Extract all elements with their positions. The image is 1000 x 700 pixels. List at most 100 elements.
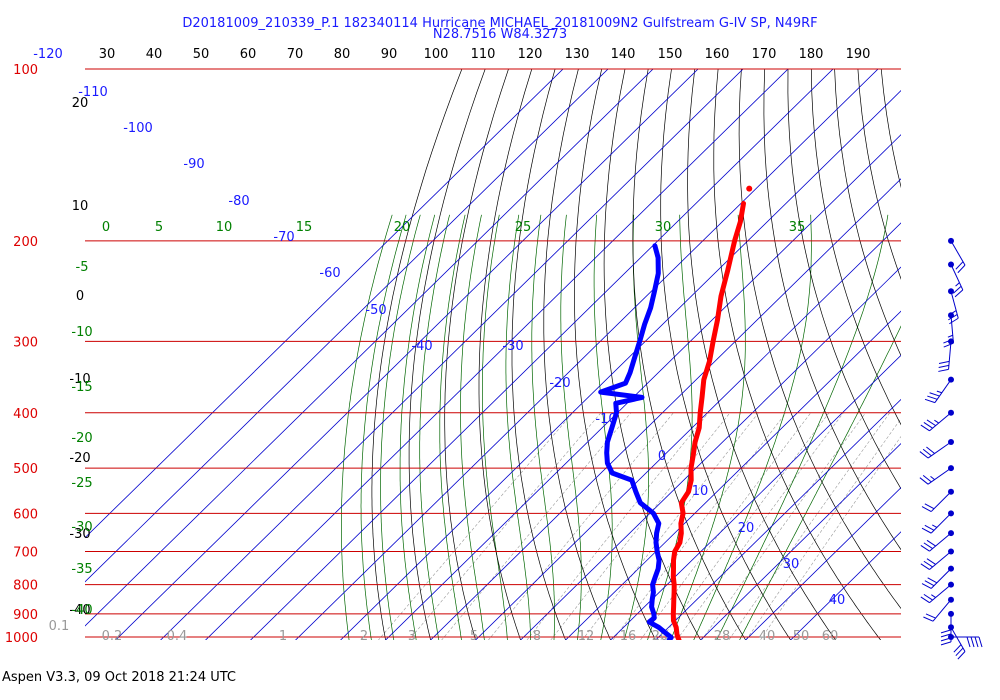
wind-barb-flag: [948, 313, 958, 321]
wind-barb-flag: [923, 560, 933, 568]
wind-barb-staff: [927, 441, 952, 459]
isotherm-line: [475, 222, 901, 640]
wind-barb-flag: [924, 503, 935, 510]
isotherm-line: [160, 69, 744, 640]
isotherm-label: -110: [78, 85, 108, 100]
dry-adiabat-line: [574, 69, 656, 640]
dry-adiabat-line: [478, 69, 533, 640]
wind-barb: [943, 312, 954, 348]
isotherm-label: -30: [502, 339, 523, 354]
mixing-ratio-label: 0.4: [167, 629, 188, 644]
moist-adiabat-line: [419, 214, 450, 640]
wind-barb-staff: [929, 532, 952, 552]
wind-barb-flag: [938, 368, 949, 372]
top-temp-label: 160: [705, 47, 730, 62]
moist-adiabat-left-label: -35: [71, 562, 92, 577]
mixing-ratio-label: 0.1: [49, 619, 70, 634]
wind-barb-staff: [950, 240, 966, 266]
wind-barb: [924, 376, 954, 404]
wind-barb-flag: [921, 527, 932, 534]
mixing-ratio-label: 5: [470, 629, 478, 644]
moist-adiabat-label: 5: [155, 220, 163, 235]
isotherm-label: -50: [365, 303, 386, 318]
mixing-ratio-label: 3: [408, 629, 416, 644]
isotherm-line: [385, 134, 901, 640]
dry-adiabat-line: [951, 69, 1000, 652]
moist-adiabat-line: [439, 214, 466, 640]
wind-barb-flag: [923, 542, 933, 550]
wind-barb-flag: [940, 629, 952, 634]
moist-adiabat-left-label: -30: [71, 520, 92, 535]
wind-barb: [919, 438, 954, 459]
isotherm-label: 10: [692, 484, 709, 499]
dry-adiabat-line: [632, 69, 747, 640]
pressure-label-100: 100: [13, 63, 38, 78]
axis-labels: -120 30 40 50 60 70 80 90 100 110 120 130 140 150 160 1…: [33, 47, 870, 644]
mixing-ratio-lines: [378, 412, 901, 640]
wind-barb-flag: [920, 424, 930, 432]
top-temp-label: 80: [334, 47, 351, 62]
wind-barb: [923, 596, 954, 622]
wind-barb-flag: [925, 613, 936, 619]
wind-barb-flag: [974, 636, 979, 648]
wind-barb: [948, 261, 964, 298]
dry-adiabat-label: -30: [69, 527, 90, 542]
mixing-ratio-line: [612, 412, 787, 640]
mixing-ratio-line: [526, 412, 709, 640]
wind-barb-flag: [949, 317, 959, 325]
mixing-ratio-line: [550, 412, 731, 640]
wind-barb-flag: [926, 446, 935, 454]
top-temp-label: 180: [799, 47, 824, 62]
moist-adiabat-line: [505, 214, 531, 640]
top-temp-label: 30: [99, 47, 116, 62]
dry-adiabat-label: 20: [72, 96, 89, 111]
mixing-ratio-line: [488, 412, 674, 640]
top-temp-label: 90: [381, 47, 398, 62]
dry-adiabat-line: [543, 69, 611, 640]
isotherm-label: -20: [549, 376, 570, 391]
mixing-ratio-line: [676, 412, 844, 640]
isotherm-line: [430, 178, 901, 640]
wind-barb-staff: [932, 599, 952, 622]
wind-barb-staff: [930, 512, 952, 534]
wind-barb-flag: [923, 593, 933, 601]
wind-barb-half-flag: [930, 475, 935, 480]
wind-barb: [948, 288, 959, 325]
mixing-ratio-label: 0.2: [102, 629, 123, 644]
pressure-label-700: 700: [13, 546, 38, 561]
wind-barb: [921, 488, 954, 512]
top-temp-label: 70: [287, 47, 304, 62]
temperature-profile: [670, 201, 746, 640]
isotherm-line: [520, 266, 901, 640]
moist-adiabat-label: 20: [394, 220, 411, 235]
isotherm-line: [340, 90, 901, 640]
mixing-ratio-label: 8: [533, 629, 541, 644]
top-temp-label: -120: [33, 47, 63, 62]
moist-adiabat-left-label: -15: [71, 380, 92, 395]
wind-barb: [919, 465, 954, 485]
wind-barb-flag: [940, 641, 952, 646]
wind-barb-flag: [943, 338, 954, 344]
wind-barb-half-flag: [947, 334, 953, 338]
isotherm-label: 30: [783, 557, 800, 572]
sounding-profiles: [598, 185, 753, 640]
dry-adiabat-line: [371, 69, 463, 640]
isotherm-lines: [85, 69, 901, 640]
isotherm-label: -100: [123, 121, 153, 136]
wind-barb-staff: [934, 379, 952, 403]
dry-adiabat-label: 10: [72, 199, 89, 214]
wind-barb-flag: [929, 392, 940, 397]
dry-adiabat-line: [787, 69, 901, 490]
wind-barb-flag: [923, 616, 934, 622]
wind-barb-half-flag: [934, 419, 940, 424]
moist-adiabat-label: 35: [789, 220, 806, 235]
wind-barb-flag: [957, 651, 966, 660]
moist-adiabat-line: [380, 214, 421, 640]
dry-adiabat-line: [763, 69, 901, 551]
chart-title-line2: N28.7516 W84.3273: [432, 27, 568, 42]
wind-barb: [948, 237, 966, 274]
isotherm-line: [745, 487, 901, 640]
isotherm-label: -40: [411, 339, 432, 354]
wind-barb-flag: [927, 577, 938, 584]
